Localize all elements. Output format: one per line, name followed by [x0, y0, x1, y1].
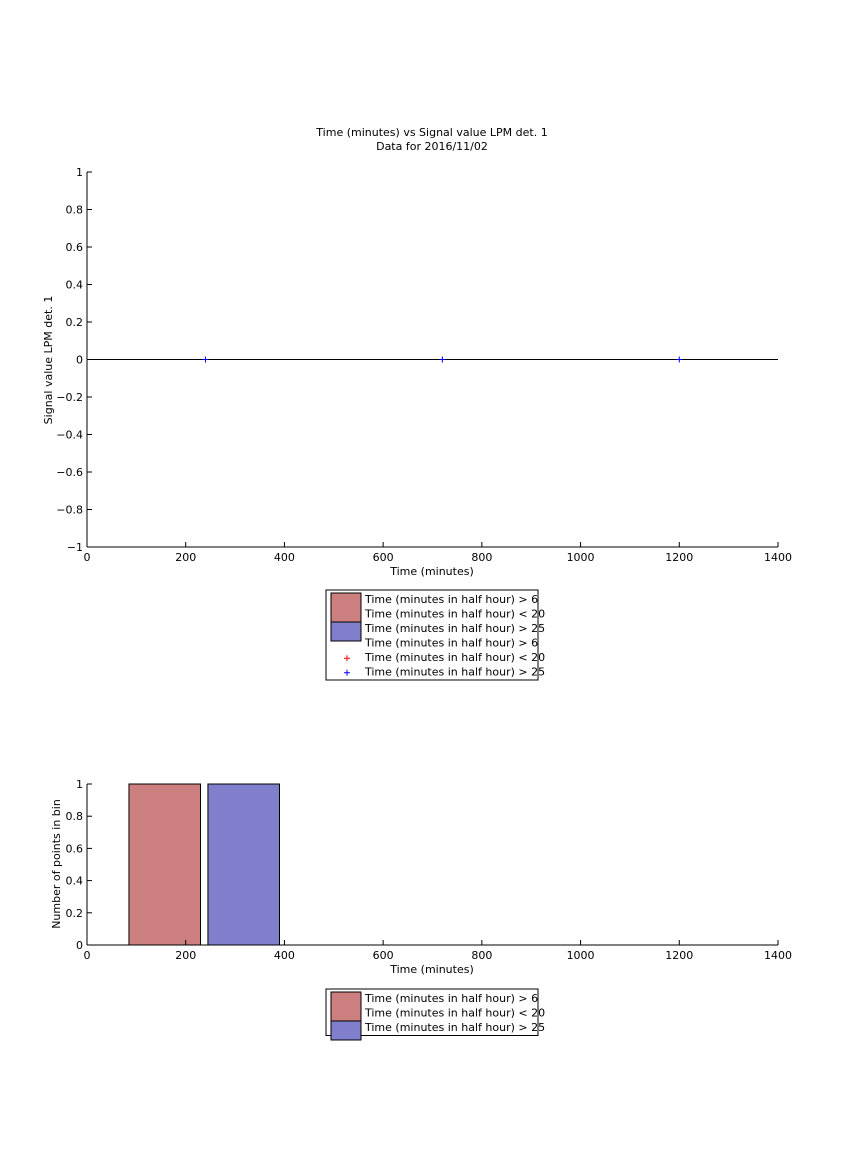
legend-swatch — [330, 1020, 362, 1041]
legend-label: Time (minutes in half hour) > 25 — [364, 666, 545, 679]
legend-label: Time (minutes in half hour) > 6 — [364, 593, 538, 606]
y-tick-label: 1 — [76, 778, 83, 791]
x-tick-label: 600 — [373, 949, 394, 962]
histogram-chart-axes — [86, 784, 778, 946]
y-tick-label: −0.6 — [56, 466, 83, 479]
signal-chart-points — [202, 356, 683, 363]
legend-swatch — [330, 991, 362, 1022]
legend-marker — [344, 669, 350, 676]
x-tick-label: 1000 — [567, 949, 595, 962]
chart-title: Time (minutes) vs Signal value LPM det. … — [315, 126, 547, 139]
x-tick-label: 0 — [84, 949, 91, 962]
signal-chart: Time (minutes) vs Signal value LPM det. … — [42, 126, 792, 681]
y-tick-label: 0 — [76, 939, 83, 952]
y-tick-label: 0.2 — [66, 316, 84, 329]
x-tick-label: 1400 — [764, 551, 792, 564]
legend-entry: Time (minutes in half hour) > 25 — [344, 666, 545, 679]
x-tick-label: 200 — [175, 551, 196, 564]
y-tick-label: −0.8 — [56, 504, 83, 517]
x-tick-label: 1200 — [665, 949, 693, 962]
y-tick-label: 0.4 — [66, 875, 84, 888]
x-tick-label: 200 — [175, 949, 196, 962]
y-tick-label: −0.2 — [56, 391, 83, 404]
legend-swatch — [330, 592, 362, 623]
legend-entry: Time (minutes in half hour) > 25 — [330, 621, 545, 642]
histogram-chart: 0 200 400 600 800 1000 1200 1400 1 0.8 0.6 0.4 0.20 … — [50, 778, 793, 1041]
histogram-bar — [128, 783, 202, 946]
data-point — [202, 356, 209, 363]
x-tick-label: 400 — [274, 551, 295, 564]
legend-entry: Time (minutes in half hour) > 25 — [330, 1020, 545, 1041]
x-tick-label: 1000 — [567, 551, 595, 564]
histogram-bars — [128, 783, 280, 946]
signal-chart-ticks: 0 200 400 600 800 1000 1200 140010.80.60.40.20−… — [56, 166, 792, 564]
y-tick-label: −0.4 — [56, 429, 83, 442]
x-tick-label: 400 — [274, 949, 295, 962]
legend-entry: Time (minutes in half hour) > 6 — [364, 637, 538, 650]
y-tick-label: 0.8 — [66, 810, 84, 823]
chart-subtitle: Data for 2016/11/02 — [376, 140, 488, 153]
y-tick-label: 0.4 — [66, 279, 84, 292]
data-point — [439, 356, 446, 363]
x-tick-label: 800 — [471, 551, 492, 564]
y-tick-label: 0.8 — [66, 204, 84, 217]
legend-label: Time (minutes in half hour) > 25 — [364, 1021, 545, 1034]
y-tick-label: 0.2 — [66, 907, 84, 920]
y-tick-label: 1 — [76, 166, 83, 179]
legend-label: Time (minutes in half hour) < 20 — [364, 608, 545, 621]
legend-label: Time (minutes in half hour) > 6 — [364, 637, 538, 650]
x-tick-label: 800 — [471, 949, 492, 962]
legend-marker — [344, 655, 350, 662]
x-tick-label: 1200 — [665, 551, 693, 564]
histogram-bar — [207, 783, 280, 946]
y-axis-label: Number of points in bin — [50, 799, 63, 929]
legend-entry: Time (minutes in half hour) < 20 — [344, 651, 545, 664]
legend-swatch — [330, 621, 362, 642]
histogram-chart-ticks: 0 200 400 600 800 1000 1200 1400 1 0.8 0.6 0.4 0.2 0 — [66, 778, 793, 962]
x-tick-label: 0 — [84, 551, 91, 564]
y-tick-label: 0.6 — [66, 241, 84, 254]
x-axis-label: Time (minutes) — [389, 963, 474, 976]
data-point — [676, 356, 683, 363]
y-axis-label: Signal value LPM det. 1 — [42, 296, 55, 425]
legend-entry: Time (minutes in half hour) > 6 Time (min… — [330, 592, 545, 623]
histogram-chart-legend: Time (minutes in half hour) > 6 Time (min… — [325, 988, 545, 1041]
x-tick-label: 600 — [373, 551, 394, 564]
legend-label: Time (minutes in half hour) < 20 — [364, 651, 545, 664]
legend-label: Time (minutes in half hour) > 6 — [364, 992, 538, 1005]
y-tick-label: 0 — [76, 354, 83, 367]
legend-label: Time (minutes in half hour) < 20 — [364, 1007, 545, 1020]
y-tick-label: −1 — [67, 541, 83, 554]
legend-entry: Time (minutes in half hour) > 6 Time (min… — [330, 991, 545, 1022]
legend-label: Time (minutes in half hour) > 25 — [364, 622, 545, 635]
x-axis-label: Time (minutes) — [389, 565, 474, 578]
x-tick-label: 1400 — [764, 949, 792, 962]
y-tick-label: 0.6 — [66, 842, 84, 855]
